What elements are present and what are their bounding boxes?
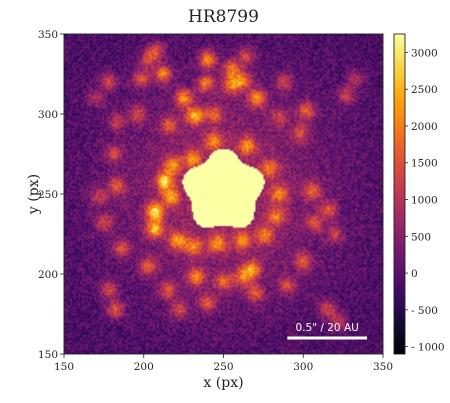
y-axis-ticks: 150 200 250 300 350 [38, 29, 64, 361]
colorbar-tick-label: - 500 [411, 305, 438, 317]
heatmap-image [64, 34, 383, 354]
colorbar-ticks: 3000 2500 2000 1500 1000 500 0 - 500 - 1000 [405, 47, 445, 354]
y-tick-label: 350 [38, 29, 58, 41]
x-tick-label: 200 [134, 361, 154, 373]
colorbar-tick-label: 3000 [411, 47, 438, 59]
colorbar-frame [393, 33, 406, 355]
scalebar: 0.5" / 20 AU [287, 322, 368, 340]
x-tick-label: 250 [213, 361, 233, 373]
colorbar-tick-label: 0 [411, 268, 418, 280]
y-tick-label: 150 [38, 349, 58, 361]
y-tick-label: 250 [38, 189, 58, 201]
heatmap-image-layer [64, 34, 383, 354]
colorbar-tick-label: 1500 [411, 158, 438, 170]
x-axis-label: x (px) [203, 375, 243, 391]
colorbar-tick-label: 2000 [411, 121, 438, 133]
y-tick-label: 200 [38, 269, 58, 281]
chart-title: HR8799 [188, 7, 259, 27]
colorbar-tick-label: 1000 [411, 195, 438, 207]
y-axis-label: y (px) [26, 174, 42, 215]
colorbar-tick-label: 500 [411, 231, 431, 243]
scalebar-label: 0.5" / 20 AU [296, 322, 359, 334]
colorbar-tick-label: - 1000 [411, 342, 445, 354]
x-axis-ticks: 150 200 250 300 350 [54, 354, 393, 373]
colorbar [394, 34, 405, 354]
x-tick-label: 150 [54, 361, 74, 373]
x-tick-label: 300 [293, 361, 313, 373]
colorbar-tick-label: 2500 [411, 84, 438, 96]
y-tick-label: 300 [38, 109, 58, 121]
x-tick-label: 350 [373, 361, 393, 373]
